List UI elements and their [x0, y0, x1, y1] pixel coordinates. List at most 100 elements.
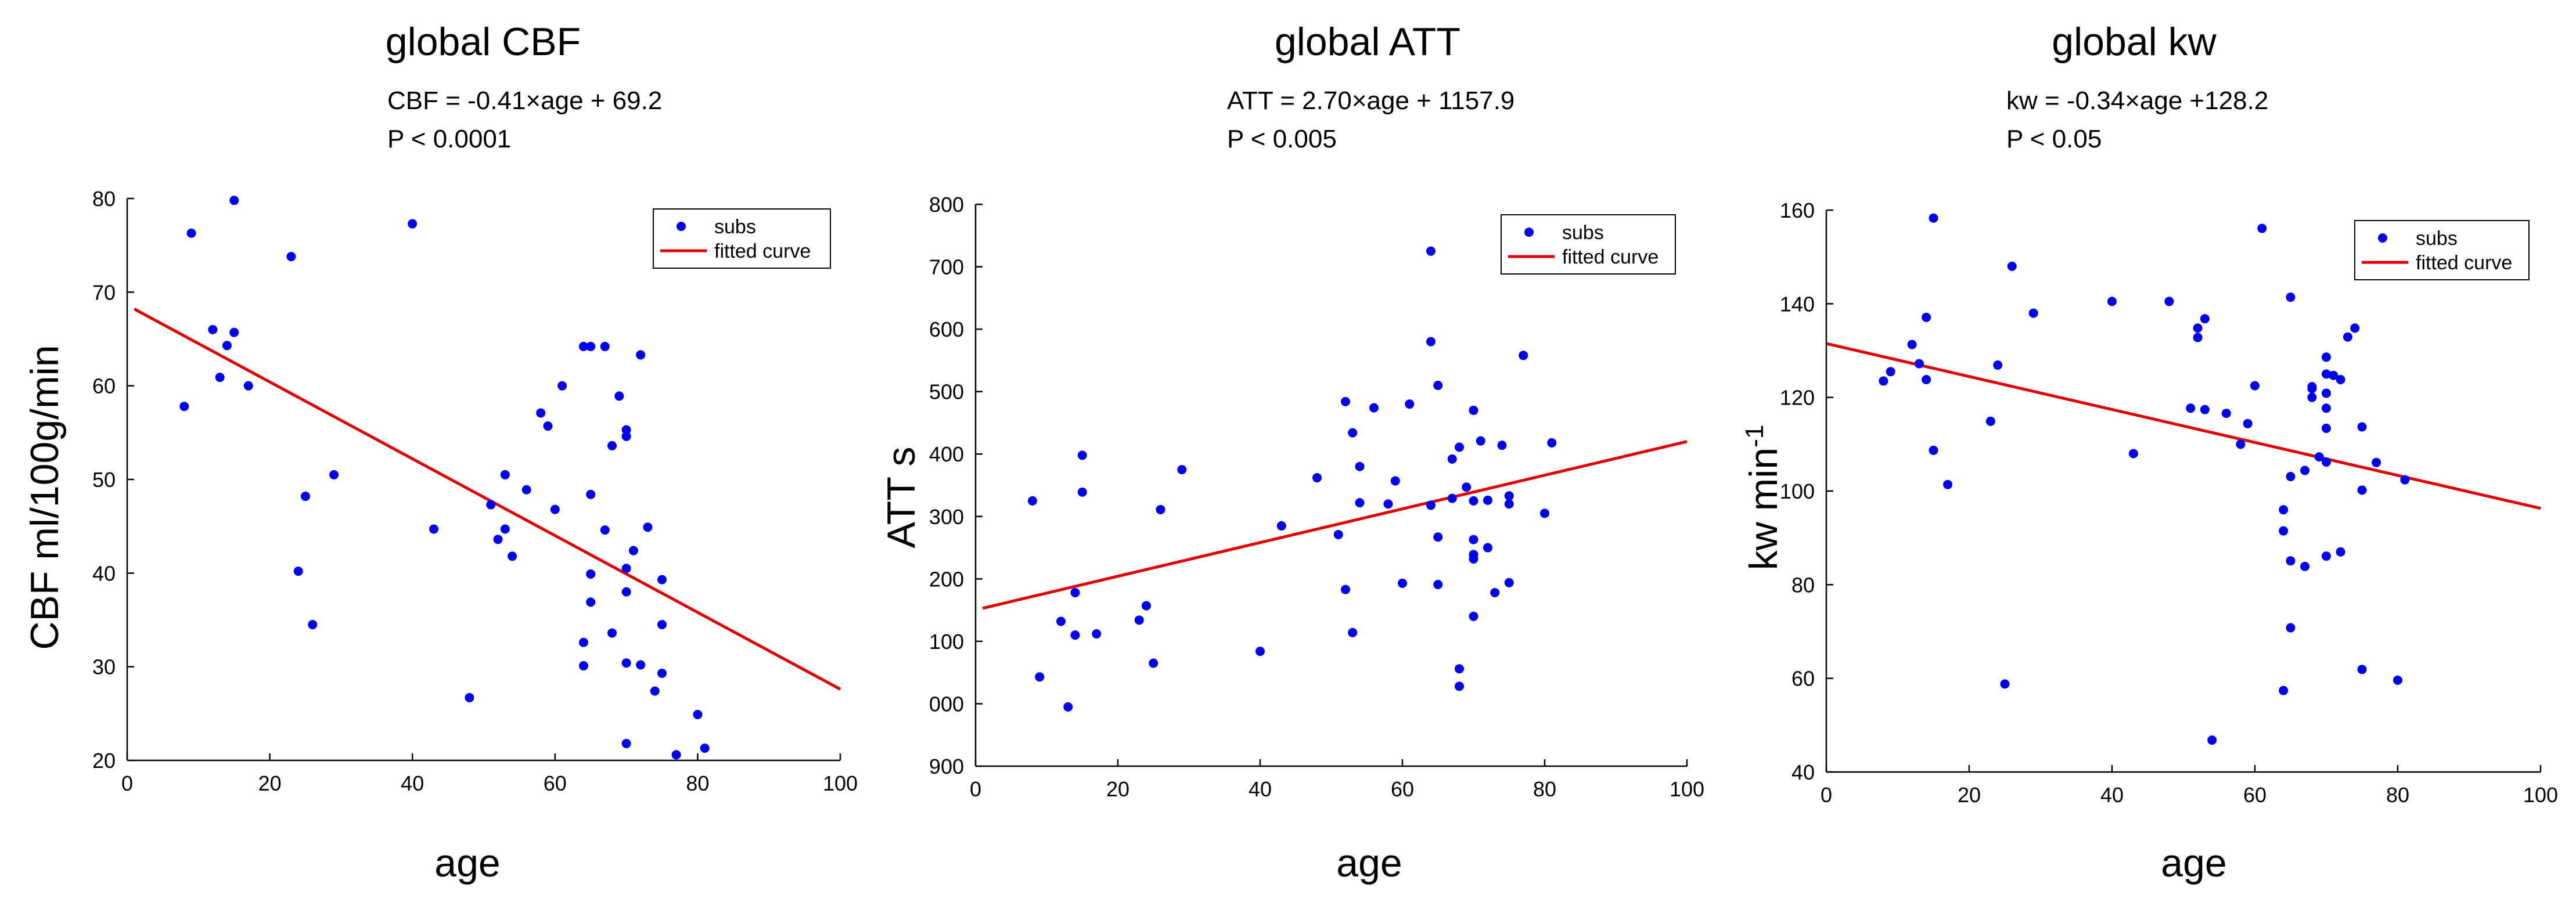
- data-point: [500, 470, 510, 479]
- x-tick-label: 20: [1106, 777, 1129, 801]
- legend-marker-subs: [2378, 233, 2387, 243]
- x-tick-label: 100: [1670, 777, 1704, 801]
- data-point: [1070, 587, 1080, 597]
- legend-label-fit: fitted curve: [2416, 252, 2512, 274]
- data-point: [1462, 482, 1472, 492]
- data-point: [2307, 392, 2317, 402]
- data-point: [465, 692, 474, 702]
- data-point: [2236, 439, 2246, 449]
- x-tick-label: 0: [121, 771, 133, 795]
- data-point: [2221, 409, 2231, 418]
- fitted-curve: [1826, 342, 2541, 510]
- data-point: [2286, 471, 2296, 481]
- data-point: [2300, 561, 2310, 571]
- x-axis-label: age: [2161, 841, 2226, 885]
- data-point: [1035, 672, 1045, 682]
- data-point: [1063, 702, 1073, 712]
- data-point: [578, 637, 588, 647]
- data-point: [621, 431, 631, 441]
- data-point: [308, 620, 318, 630]
- x-axis-label: age: [1336, 841, 1402, 885]
- data-point: [243, 381, 253, 391]
- data-point: [1077, 487, 1087, 497]
- data-point: [2128, 449, 2138, 459]
- data-point: [621, 425, 631, 435]
- x-tick-label: 100: [2523, 783, 2558, 807]
- y-tick-label: 400: [929, 442, 964, 466]
- data-point: [1447, 454, 1457, 464]
- data-point: [2322, 457, 2331, 467]
- data-point: [2350, 323, 2360, 333]
- legend-box: [653, 208, 831, 269]
- data-point: [493, 535, 503, 544]
- data-point: [621, 564, 631, 573]
- plot-area: 0 20 40 60 80 100 40 60 80 100 120 140 160 subsfitted…: [1780, 199, 2558, 807]
- data-point: [2322, 388, 2331, 398]
- legend-label-subs: subs: [714, 216, 756, 238]
- data-point: [1469, 554, 1478, 564]
- data-point: [2286, 556, 2296, 566]
- data-point: [1070, 630, 1080, 640]
- data-point: [1483, 495, 1492, 505]
- data-point: [1469, 611, 1478, 621]
- data-point: [1426, 337, 1435, 347]
- data-point: [2322, 551, 2331, 561]
- data-point: [2300, 466, 2310, 475]
- data-point: [1519, 351, 1528, 360]
- y-axis-label-text: kw min: [1742, 448, 1786, 571]
- y-tick-label: 300: [929, 505, 964, 529]
- data-point: [2343, 332, 2352, 342]
- y-tick-label: 60: [92, 374, 116, 398]
- y-tick-label: 900: [929, 755, 964, 778]
- data-point: [1341, 396, 1350, 406]
- y-tick-label: 80: [1791, 573, 1815, 597]
- data-point: [2357, 422, 2367, 432]
- y-tick-label: 80: [92, 187, 116, 211]
- data-point: [1540, 508, 1549, 518]
- legend-box: [1501, 214, 1676, 275]
- data-point: [2286, 623, 2296, 633]
- y-axis-label: ATT s: [879, 446, 923, 548]
- data-point: [1348, 428, 1358, 438]
- y-tick-label: 60: [1791, 667, 1815, 691]
- p-value: P < 0.005: [1227, 125, 1337, 153]
- data-point: [486, 500, 496, 510]
- x-tick-label: 40: [2100, 783, 2124, 807]
- chart-title: global kw: [2052, 20, 2217, 64]
- data-point: [2393, 675, 2402, 685]
- data-point: [1355, 461, 1365, 471]
- data-point: [1490, 587, 1500, 597]
- data-point: [1056, 616, 1066, 626]
- x-tick-label: 60: [544, 771, 567, 795]
- panel-kw: global kw kw = -0.34×age +128.2 P < 0.05…: [1740, 20, 2558, 885]
- data-point: [2307, 382, 2317, 392]
- data-point: [586, 569, 596, 579]
- data-point: [621, 658, 631, 668]
- data-point: [1879, 376, 1888, 386]
- y-tick-label: 160: [1780, 199, 1815, 222]
- data-point: [2257, 223, 2267, 233]
- data-point: [1469, 535, 1478, 544]
- data-point: [1886, 367, 1895, 377]
- x-tick-label: 20: [258, 771, 282, 795]
- p-value: P < 0.0001: [387, 125, 511, 153]
- data-point: [1348, 627, 1358, 637]
- data-point: [1922, 312, 1931, 322]
- y-tick-label: 120: [1780, 386, 1815, 410]
- data-point: [700, 744, 710, 753]
- data-point: [636, 660, 646, 670]
- data-point: [1255, 647, 1265, 656]
- data-point: [621, 738, 631, 748]
- data-point: [2028, 308, 2038, 318]
- data-point: [2357, 665, 2367, 674]
- legend-label-fit: fitted curve: [1562, 246, 1658, 268]
- data-point: [2400, 475, 2410, 485]
- data-point: [1355, 498, 1365, 508]
- chart-title: global CBF: [386, 20, 581, 64]
- data-point: [557, 381, 567, 391]
- legend-label-subs: subs: [1562, 222, 1604, 244]
- data-point: [2336, 375, 2345, 385]
- data-point: [614, 391, 624, 401]
